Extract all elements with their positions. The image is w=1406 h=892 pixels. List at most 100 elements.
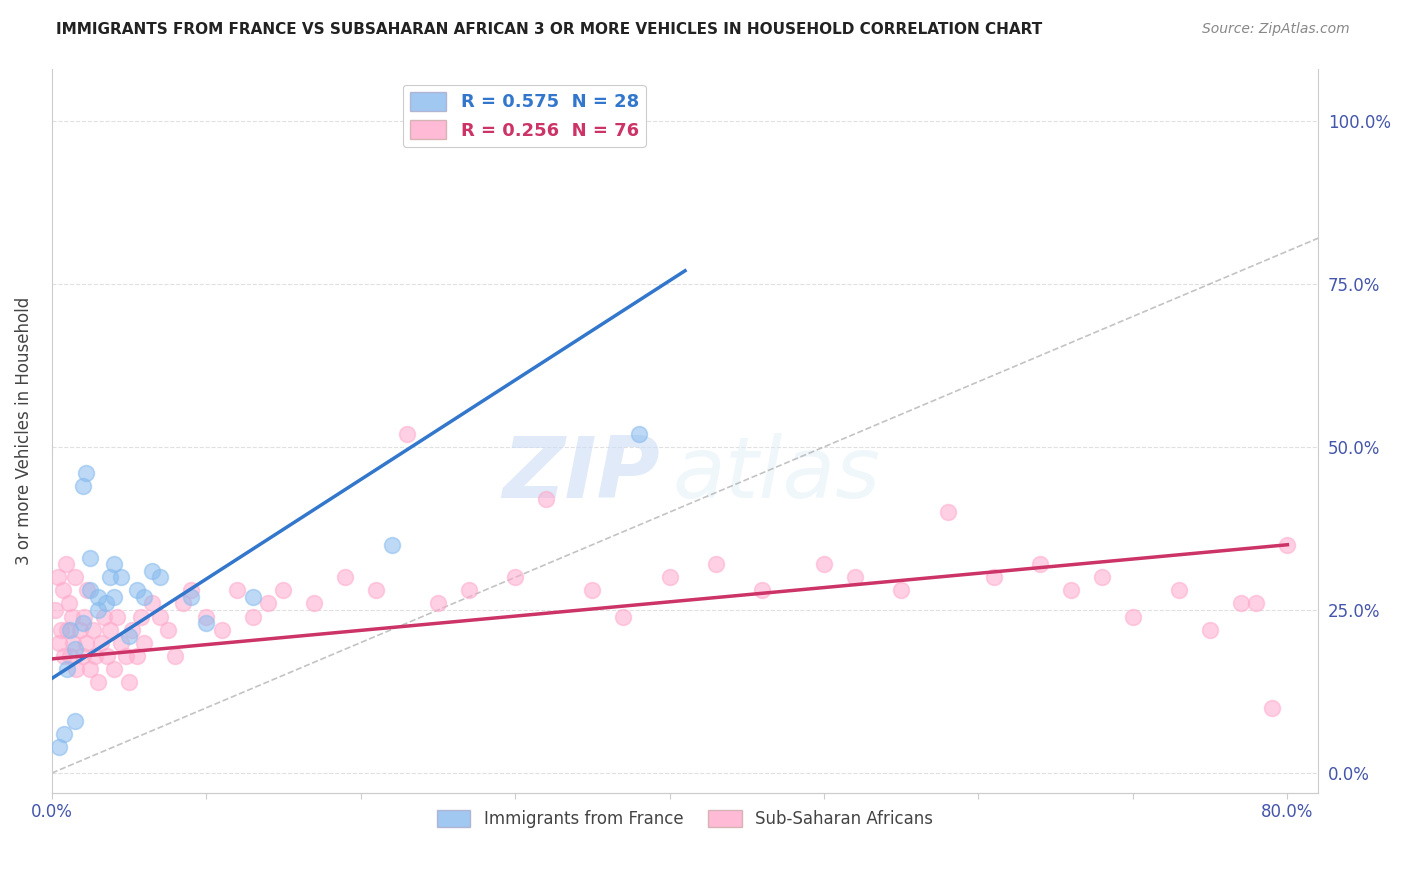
Point — [56, 662, 79, 676]
Point — [503, 570, 526, 584]
Point — [335, 570, 357, 584]
Point — [110, 635, 132, 649]
Point — [69, 623, 91, 637]
Text: Source: ZipAtlas.com: Source: ZipAtlas.com — [1202, 22, 1350, 37]
Point — [180, 590, 202, 604]
Point — [96, 648, 118, 663]
Point — [242, 609, 264, 624]
Point — [936, 505, 959, 519]
Point — [149, 570, 172, 584]
Point — [79, 662, 101, 676]
Point — [1230, 597, 1253, 611]
Point — [612, 609, 634, 624]
Point — [1091, 570, 1114, 584]
Point — [1122, 609, 1144, 624]
Point — [84, 648, 107, 663]
Point — [63, 714, 86, 728]
Point — [90, 635, 112, 649]
Point — [73, 609, 96, 624]
Point — [100, 623, 122, 637]
Point — [165, 648, 187, 663]
Point — [380, 538, 402, 552]
Y-axis label: 3 or more Vehicles in Household: 3 or more Vehicles in Household — [15, 296, 32, 565]
Point — [55, 558, 77, 572]
Point — [72, 479, 94, 493]
Point — [134, 590, 156, 604]
Point — [59, 648, 82, 663]
Point — [110, 570, 132, 584]
Point — [118, 674, 141, 689]
Point — [79, 583, 101, 598]
Point — [141, 597, 163, 611]
Point — [62, 635, 84, 649]
Point — [58, 597, 80, 611]
Point — [751, 583, 773, 598]
Point — [60, 609, 83, 624]
Point — [121, 623, 143, 637]
Point — [1246, 597, 1268, 611]
Point — [364, 583, 387, 598]
Point — [304, 597, 326, 611]
Point — [890, 583, 912, 598]
Point — [94, 597, 117, 611]
Text: atlas: atlas — [672, 433, 880, 516]
Point — [1277, 538, 1299, 552]
Point — [48, 739, 70, 754]
Point — [63, 642, 86, 657]
Point — [226, 583, 249, 598]
Point — [105, 609, 128, 624]
Point — [134, 635, 156, 649]
Text: IMMIGRANTS FROM FRANCE VS SUBSAHARAN AFRICAN 3 OR MORE VEHICLES IN HOUSEHOLD COR: IMMIGRANTS FROM FRANCE VS SUBSAHARAN AFR… — [56, 22, 1042, 37]
Point — [72, 648, 94, 663]
Point — [103, 662, 125, 676]
Point — [813, 558, 835, 572]
Point — [51, 583, 73, 598]
Point — [457, 583, 479, 598]
Point — [125, 583, 148, 598]
Point — [87, 603, 110, 617]
Point — [1261, 701, 1284, 715]
Point — [257, 597, 280, 611]
Point — [44, 603, 66, 617]
Point — [395, 426, 418, 441]
Point — [82, 623, 104, 637]
Point — [75, 466, 97, 480]
Point — [63, 570, 86, 584]
Point — [125, 648, 148, 663]
Point — [156, 623, 179, 637]
Point — [658, 570, 681, 584]
Point — [79, 550, 101, 565]
Point — [72, 615, 94, 630]
Point — [56, 623, 79, 637]
Text: ZIP: ZIP — [502, 433, 659, 516]
Point — [49, 623, 72, 637]
Point — [195, 615, 218, 630]
Point — [53, 727, 76, 741]
Point — [76, 583, 98, 598]
Point — [1168, 583, 1191, 598]
Point — [131, 609, 153, 624]
Point — [59, 623, 82, 637]
Point — [87, 674, 110, 689]
Point — [426, 597, 449, 611]
Point — [1060, 583, 1083, 598]
Point — [242, 590, 264, 604]
Point — [53, 648, 76, 663]
Point — [704, 558, 727, 572]
Point — [581, 583, 603, 598]
Point — [1029, 558, 1052, 572]
Point — [141, 564, 163, 578]
Point — [195, 609, 218, 624]
Point — [65, 662, 87, 676]
Point — [273, 583, 295, 598]
Point — [211, 623, 233, 637]
Point — [100, 570, 122, 584]
Point — [534, 492, 557, 507]
Point — [103, 590, 125, 604]
Point — [180, 583, 202, 598]
Point — [48, 635, 70, 649]
Point — [46, 570, 69, 584]
Point — [172, 597, 194, 611]
Point — [149, 609, 172, 624]
Point — [1199, 623, 1222, 637]
